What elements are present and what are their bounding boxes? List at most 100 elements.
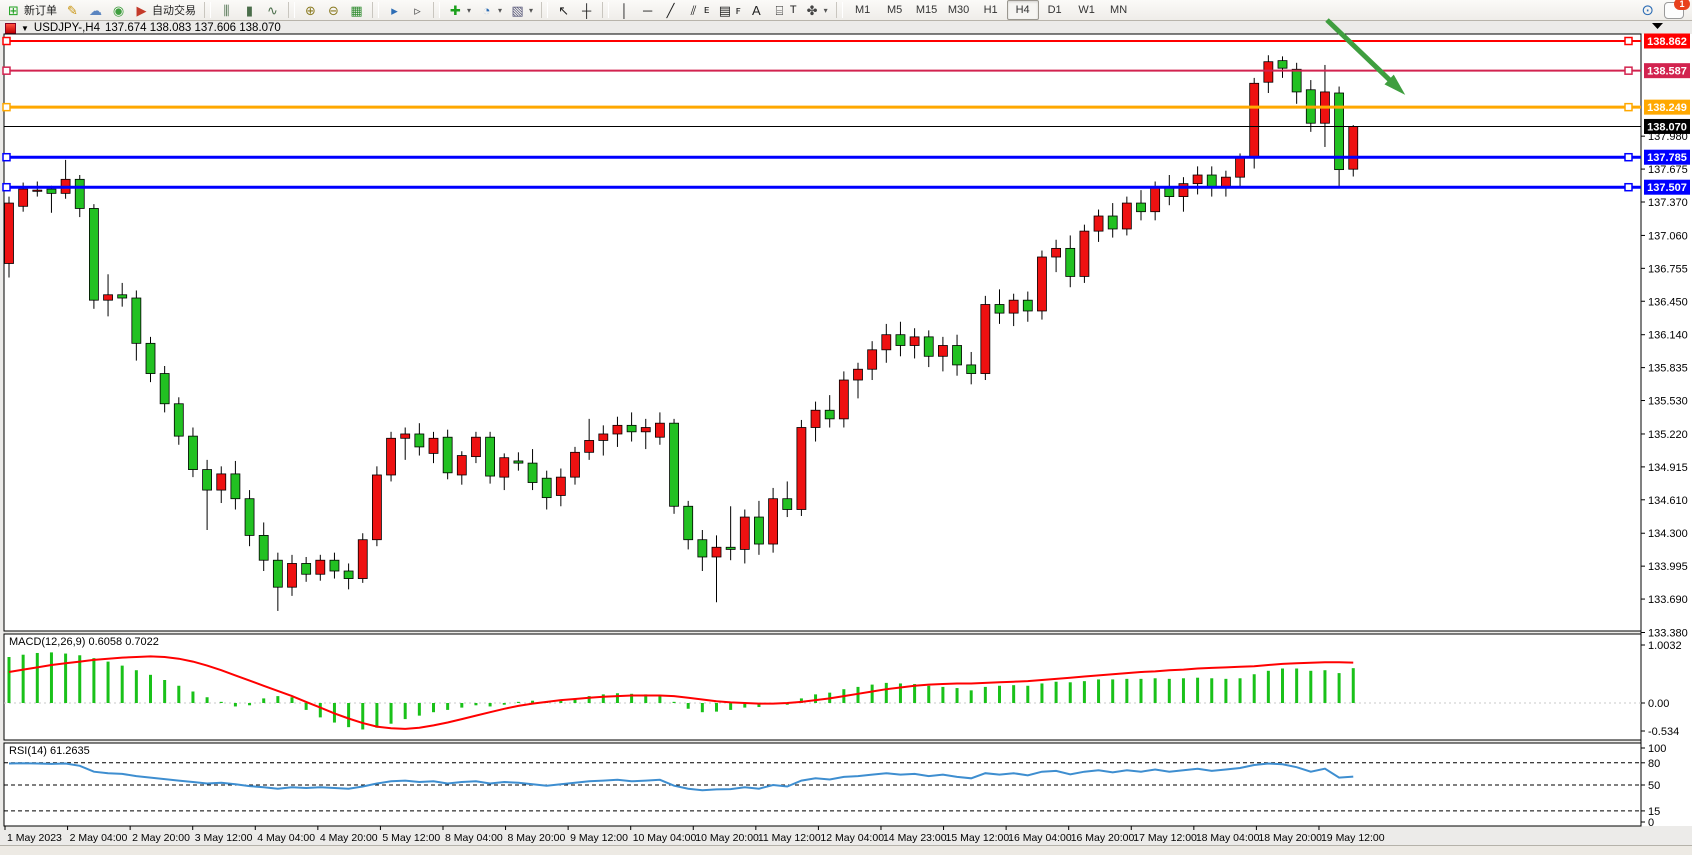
- metaeditor-button[interactable]: ✎: [61, 0, 84, 20]
- candle: [782, 498, 793, 510]
- candle: [117, 294, 128, 299]
- vertical-line-button[interactable]: │: [613, 0, 636, 20]
- horizontal-line-button[interactable]: ─: [636, 0, 659, 20]
- candle: [952, 345, 962, 366]
- cursor-button[interactable]: ↖: [552, 0, 575, 20]
- candlestick-chart-button[interactable]: ▮: [238, 0, 261, 20]
- indicators-button[interactable]: ✚ ▾: [444, 0, 475, 20]
- axis-tick-label: 137.980: [1648, 131, 1688, 143]
- chevron-down-icon[interactable]: ▾: [467, 5, 472, 15]
- candle: [1192, 174, 1203, 185]
- chevron-down-icon[interactable]: ▾: [498, 5, 503, 15]
- market-icon: ☁: [89, 2, 102, 18]
- timeframe-mn-button[interactable]: MN: [1110, 4, 1128, 16]
- candle: [938, 345, 948, 357]
- price-axis-area[interactable]: [1641, 34, 1692, 826]
- tile-windows-button[interactable]: ▦: [345, 0, 368, 20]
- candle: [329, 559, 340, 572]
- candle: [966, 364, 977, 374]
- trendline-button[interactable]: ╱: [659, 0, 682, 20]
- hline-137.785[interactable]: 137.785: [2, 149, 1690, 165]
- line-handle[interactable]: [1624, 182, 1633, 192]
- text-button[interactable]: A: [745, 0, 768, 20]
- candle: [598, 433, 609, 441]
- new-order-button[interactable]: ⊞ 新订单: [2, 0, 61, 20]
- horizontal-line-icon: ─: [642, 2, 653, 18]
- time-label: 3 May 12:00: [195, 832, 253, 844]
- candle: [428, 437, 439, 454]
- price-label-box: [1644, 33, 1690, 49]
- axis-tick-label: 133.380: [1648, 628, 1688, 640]
- line-handle[interactable]: [1624, 66, 1633, 75]
- templates-button[interactable]: ▧ ▾: [506, 0, 537, 20]
- line-chart-button[interactable]: ∿: [261, 0, 284, 20]
- equidistant-channel-button[interactable]: ⫽ ᴇ: [682, 0, 713, 20]
- line-handle[interactable]: [2, 182, 11, 192]
- trend-arrow-annotation[interactable]: [1325, 18, 1406, 95]
- arrow-shaft[interactable]: [1325, 18, 1400, 90]
- hline-138.587[interactable]: 138.587: [2, 63, 1690, 79]
- bar-chart-button[interactable]: ⫼: [215, 0, 238, 20]
- candle: [343, 570, 354, 579]
- candle: [456, 455, 467, 476]
- timeframe-d1-button[interactable]: D1: [1047, 4, 1062, 16]
- arrows-button[interactable]: ✤ ▾: [801, 0, 832, 20]
- candle: [89, 208, 99, 301]
- zoom-out-button[interactable]: ⊖: [322, 0, 345, 20]
- line-handle[interactable]: [1624, 102, 1633, 112]
- auto-scroll-button[interactable]: ▸: [383, 0, 406, 20]
- candle: [1065, 247, 1076, 277]
- line-handle[interactable]: [2, 66, 11, 75]
- candle: [754, 516, 764, 545]
- candle: [810, 409, 821, 428]
- timeframe-m30-button[interactable]: M30: [947, 4, 970, 16]
- timeframe-h1-button[interactable]: H1: [983, 4, 998, 16]
- hline-138.862[interactable]: 138.862: [2, 33, 1690, 49]
- chevron-down-icon[interactable]: ▼: [21, 23, 29, 33]
- timeframe-m5-button[interactable]: M5: [886, 4, 903, 16]
- signals-button[interactable]: ◉: [107, 0, 130, 20]
- autotrading-icon: ▶: [136, 2, 147, 18]
- line-handle[interactable]: [2, 102, 11, 112]
- axis-scale-marker-icon[interactable]: [1652, 23, 1663, 29]
- crosshair-button[interactable]: ┼: [575, 0, 598, 20]
- timeframe-h4-button[interactable]: H4: [1006, 0, 1039, 20]
- time-label: 10 May 04:00: [633, 832, 697, 844]
- fibonacci-button[interactable]: ▤ ꜰ: [713, 0, 744, 20]
- candle: [244, 498, 255, 536]
- candle: [145, 342, 156, 374]
- axis-tick-label: 133.995: [1648, 561, 1688, 573]
- chevron-down-icon[interactable]: ▾: [529, 5, 534, 15]
- market-button[interactable]: ☁: [84, 0, 107, 20]
- periods-button[interactable]: ◔ ▾: [475, 0, 506, 20]
- time-label: 16 May 20:00: [1071, 832, 1135, 844]
- hline-137.507[interactable]: 137.507: [2, 179, 1690, 195]
- timeframe-m15-button[interactable]: M15: [915, 4, 938, 16]
- hline-138.249[interactable]: 138.249: [2, 99, 1690, 115]
- macd-scale-label: 1.0032: [1648, 640, 1682, 652]
- line-handle[interactable]: [1624, 36, 1633, 46]
- timeframe-w1-button[interactable]: W1: [1078, 4, 1095, 16]
- line-handle[interactable]: [2, 36, 11, 46]
- candle: [188, 435, 198, 470]
- time-label: 5 May 12:00: [382, 832, 440, 844]
- timeframe-m1-button[interactable]: M1: [854, 4, 871, 16]
- metaeditor-icon: ✎: [67, 2, 78, 18]
- fibonacci-icon: ▤: [718, 2, 732, 18]
- line-handle[interactable]: [2, 152, 11, 162]
- line-handle[interactable]: [1624, 152, 1633, 162]
- candles: [4, 55, 1359, 611]
- label-button[interactable]: ⌸ T: [768, 0, 801, 20]
- candle: [287, 563, 297, 588]
- candle: [980, 304, 991, 374]
- rsi-scale-label: 0: [1648, 817, 1654, 829]
- label-icon: ⌸: [775, 2, 784, 18]
- chevron-down-icon[interactable]: ▾: [823, 5, 828, 15]
- chart-shift-button[interactable]: ▹: [406, 0, 429, 20]
- chat-icon[interactable]: 1: [1664, 0, 1690, 19]
- autotrading-button[interactable]: ▶ 自动交易: [130, 0, 200, 20]
- search-icon[interactable]: ⊙: [1641, 2, 1654, 19]
- zoom-in-button[interactable]: ⊕: [299, 0, 322, 20]
- candle: [1037, 256, 1047, 312]
